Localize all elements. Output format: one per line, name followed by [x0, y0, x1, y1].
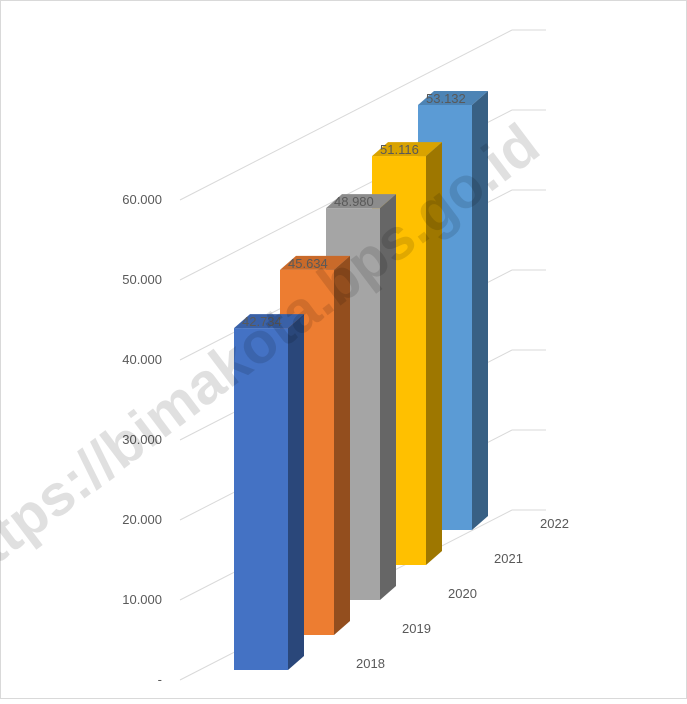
bar-side-face: [472, 90, 488, 530]
gridline: [179, 29, 513, 201]
x-category-label-2018: 2018: [356, 656, 385, 671]
y-tick-label: 20.000: [122, 512, 162, 527]
data-label-2021: 51.116: [380, 142, 419, 157]
data-label-2022: 53.132: [426, 91, 466, 106]
bar-front-face: [234, 328, 288, 670]
bar-2021: [372, 142, 442, 565]
data-label-2020: 48.980: [334, 194, 374, 209]
y-tick-label: 60.000: [122, 192, 162, 207]
bar-top-face: [234, 314, 304, 329]
y-tick-label: 10.000: [122, 592, 162, 607]
y-tick-label: 50.000: [122, 272, 162, 287]
bar-top-face: [326, 194, 396, 209]
bar-top-face: [418, 90, 488, 105]
data-label-2018: 42.734: [242, 314, 282, 329]
x-category-label-2021: 2021: [494, 551, 523, 566]
bar-side-face: [380, 194, 396, 600]
bar-2018: [234, 314, 304, 670]
x-category-label-2020: 2020: [448, 586, 477, 601]
bar-layer: [234, 90, 488, 670]
bar-top-face: [372, 142, 442, 157]
bar-side-face: [334, 255, 350, 636]
y-tick-label: 30.000: [122, 432, 162, 447]
bar-side-face: [288, 314, 304, 670]
y-axis-ticks: - 10.000 20.000 30.000 40.000 50.000 60.000: [122, 192, 162, 687]
bar-top-face: [280, 255, 350, 270]
y-tick-label: 40.000: [122, 352, 162, 367]
x-category-label-2019: 2019: [402, 621, 431, 636]
x-category-label-2022: 2022: [540, 516, 569, 531]
data-label-2019: 45.634: [288, 256, 328, 271]
bar-side-face: [426, 142, 442, 565]
data-labels: 53.132 51.116 48.980 45.634 42.734: [242, 91, 466, 329]
y-tick-label: -: [158, 672, 162, 687]
x-axis-categories: 2022 2021 2020 2019 2018: [356, 516, 569, 671]
